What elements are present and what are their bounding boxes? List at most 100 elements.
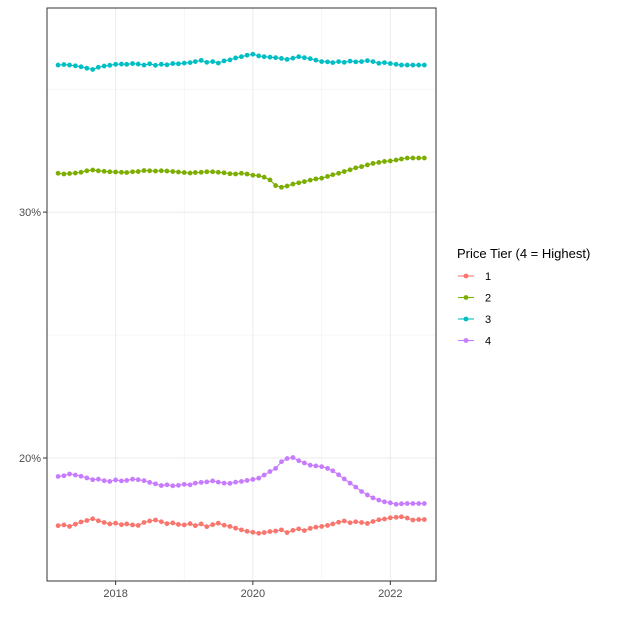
series-2 <box>55 155 427 190</box>
data-point <box>359 489 364 494</box>
data-point <box>84 168 90 174</box>
data-point <box>221 480 227 486</box>
legend-item-2: 2 <box>458 293 491 305</box>
data-point <box>90 477 96 483</box>
data-point <box>124 478 130 483</box>
data-point <box>78 473 84 479</box>
data-point <box>364 58 370 64</box>
data-point <box>227 57 233 63</box>
series-4 <box>55 455 427 507</box>
data-point <box>404 62 410 68</box>
data-point <box>330 468 336 474</box>
data-point <box>164 482 170 488</box>
data-point <box>158 519 164 525</box>
data-point <box>124 61 130 67</box>
data-point <box>210 169 216 175</box>
data-point <box>72 63 78 69</box>
data-point <box>376 497 382 503</box>
data-point <box>147 168 153 174</box>
y-tick-label: 20% <box>19 453 41 465</box>
data-point <box>204 524 210 530</box>
data-point <box>113 169 119 175</box>
data-point <box>301 55 307 61</box>
data-point <box>221 170 227 176</box>
data-point <box>153 517 158 523</box>
data-point <box>113 477 119 483</box>
data-point <box>141 168 147 173</box>
data-point <box>215 520 221 526</box>
data-point <box>124 170 130 175</box>
data-point <box>250 477 256 482</box>
data-point <box>336 519 342 525</box>
data-point <box>382 499 387 505</box>
data-point <box>170 520 176 526</box>
data-point <box>170 483 176 489</box>
data-point <box>290 455 296 460</box>
data-point <box>187 521 193 527</box>
data-point <box>387 515 393 521</box>
data-point <box>170 61 176 66</box>
data-point <box>256 53 262 59</box>
data-point <box>382 159 387 164</box>
data-point <box>290 55 296 61</box>
data-point <box>164 521 170 527</box>
data-point <box>364 521 370 526</box>
data-point <box>376 160 382 165</box>
data-point <box>319 59 325 65</box>
data-point <box>176 482 181 488</box>
data-point <box>370 59 376 65</box>
data-point <box>192 59 198 65</box>
data-point <box>296 458 302 464</box>
data-point <box>313 524 319 530</box>
data-point <box>319 524 325 529</box>
data-point <box>336 472 342 478</box>
data-point <box>147 61 153 67</box>
data-point <box>244 171 250 177</box>
data-point <box>364 492 370 498</box>
data-point <box>296 180 302 186</box>
data-point <box>192 170 198 175</box>
data-point <box>61 522 67 528</box>
data-point <box>376 517 382 523</box>
data-point <box>90 516 96 522</box>
data-point <box>181 522 187 528</box>
data-point <box>215 169 221 175</box>
data-point <box>319 464 325 470</box>
data-point <box>210 522 216 528</box>
data-point <box>78 169 84 175</box>
data-point <box>256 475 262 481</box>
data-point <box>416 62 422 68</box>
data-point <box>404 501 410 506</box>
data-point <box>78 519 84 525</box>
data-point <box>330 521 336 527</box>
data-point <box>393 514 399 520</box>
legend-key-marker <box>463 316 469 322</box>
data-point <box>72 170 78 176</box>
data-point <box>233 171 238 177</box>
data-point <box>72 521 78 527</box>
data-point <box>239 479 244 484</box>
data-point <box>119 478 124 484</box>
data-point <box>233 479 238 485</box>
data-point <box>284 456 290 461</box>
data-point <box>130 476 135 482</box>
data-point <box>376 60 382 66</box>
data-point <box>296 526 302 532</box>
data-point <box>187 170 193 176</box>
data-point <box>307 177 313 183</box>
data-point <box>181 481 187 487</box>
data-point <box>284 57 290 62</box>
data-point <box>84 65 90 71</box>
legend-key-marker <box>463 295 469 300</box>
data-point <box>416 501 422 506</box>
data-point <box>67 524 72 529</box>
data-point <box>404 155 410 161</box>
legend-label: 1 <box>485 271 491 283</box>
data-point <box>341 518 347 524</box>
data-point <box>387 158 393 164</box>
data-point <box>84 518 90 523</box>
data-point <box>107 479 113 484</box>
data-point <box>119 169 124 175</box>
data-point <box>336 59 342 65</box>
